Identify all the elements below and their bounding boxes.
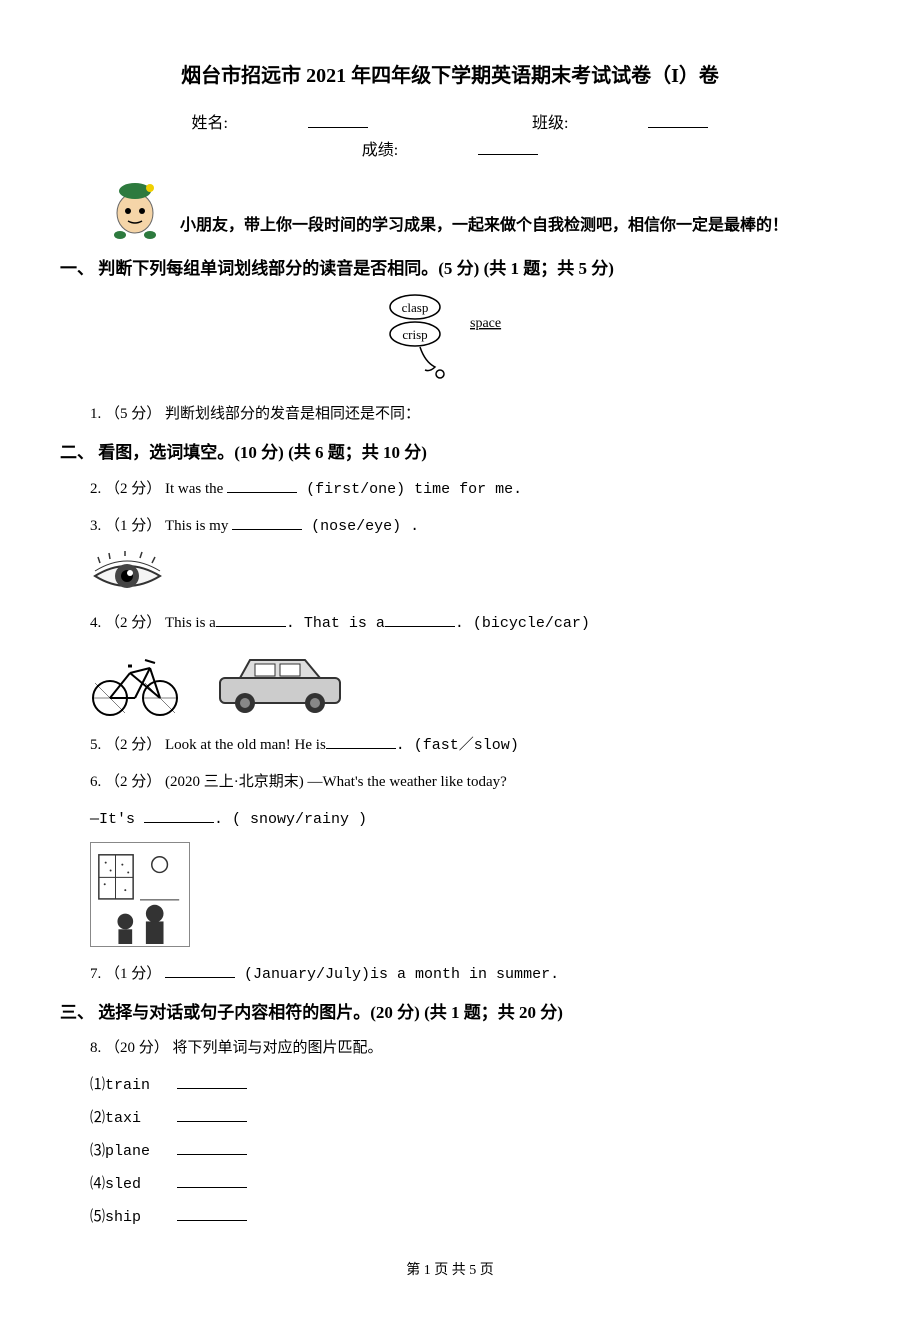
question-7: 7. （1 分） (January/July)is a month in sum… xyxy=(90,962,840,987)
sub-item-3: ⑶plane xyxy=(90,1139,840,1164)
question-3: 3. （1 分） This is my (nose/eye) . xyxy=(90,514,840,539)
score-field: 成绩: xyxy=(322,137,578,164)
class-field: 班级: xyxy=(492,110,748,137)
eye-icon xyxy=(90,551,165,601)
sub-item-1: ⑴train xyxy=(90,1073,840,1098)
mascot-icon xyxy=(100,173,170,243)
svg-text:clasp: clasp xyxy=(402,300,429,315)
weather-scene-icon xyxy=(90,842,190,947)
sub-item-5: ⑸ship xyxy=(90,1205,840,1230)
page-footer: 第 1 页 共 5 页 xyxy=(60,1260,840,1282)
name-field: 姓名: xyxy=(152,110,408,137)
car-icon xyxy=(210,648,350,718)
svg-text:crisp: crisp xyxy=(402,327,427,342)
section-1-header: 一、 判断下列每组单词划线部分的读音是否相同。(5 分) (共 1 题；共 5 … xyxy=(60,255,840,282)
thought-bubble-icon: clasp crisp space xyxy=(385,292,515,382)
sub-item-4: ⑷sled xyxy=(90,1172,840,1197)
section-2-header: 二、 看图，选词填空。(10 分) (共 6 题；共 10 分) xyxy=(60,439,840,466)
encouragement-text: 小朋友，带上你一段时间的学习成果，一起来做个自我检测吧，相信你一定是最棒的！ xyxy=(180,213,788,244)
question-1: 1. （5 分） 判断划线部分的发音是相同还是不同： xyxy=(90,402,840,427)
section-3-header: 三、 选择与对话或句子内容相符的图片。(20 分) (共 1 题；共 20 分) xyxy=(60,999,840,1026)
question-6-line2: —It's . ( snowy/rainy ) xyxy=(90,807,840,832)
svg-text:space: space xyxy=(470,316,501,331)
question-6: 6. （2 分） (2020 三上·北京期末) —What's the weat… xyxy=(90,770,840,795)
info-line: 姓名: 班级: 成绩: xyxy=(60,110,840,163)
bicycle-icon xyxy=(90,648,180,718)
mascot-row: 小朋友，带上你一段时间的学习成果，一起来做个自我检测吧，相信你一定是最棒的！ xyxy=(60,173,840,243)
exam-title: 烟台市招远市 2021 年四年级下学期英语期末考试试卷（I）卷 xyxy=(60,60,840,92)
question-8: 8. （20 分） 将下列单词与对应的图片匹配。 xyxy=(90,1036,840,1061)
vehicle-images xyxy=(90,648,840,718)
question-5: 5. （2 分） Look at the old man! He is. (fa… xyxy=(90,733,840,758)
question-4: 4. （2 分） This is a. That is a. (bicycle/… xyxy=(90,611,840,636)
sub-item-2: ⑵taxi xyxy=(90,1106,840,1131)
question-2: 2. （2 分） It was the (first/one) time for… xyxy=(90,477,840,502)
